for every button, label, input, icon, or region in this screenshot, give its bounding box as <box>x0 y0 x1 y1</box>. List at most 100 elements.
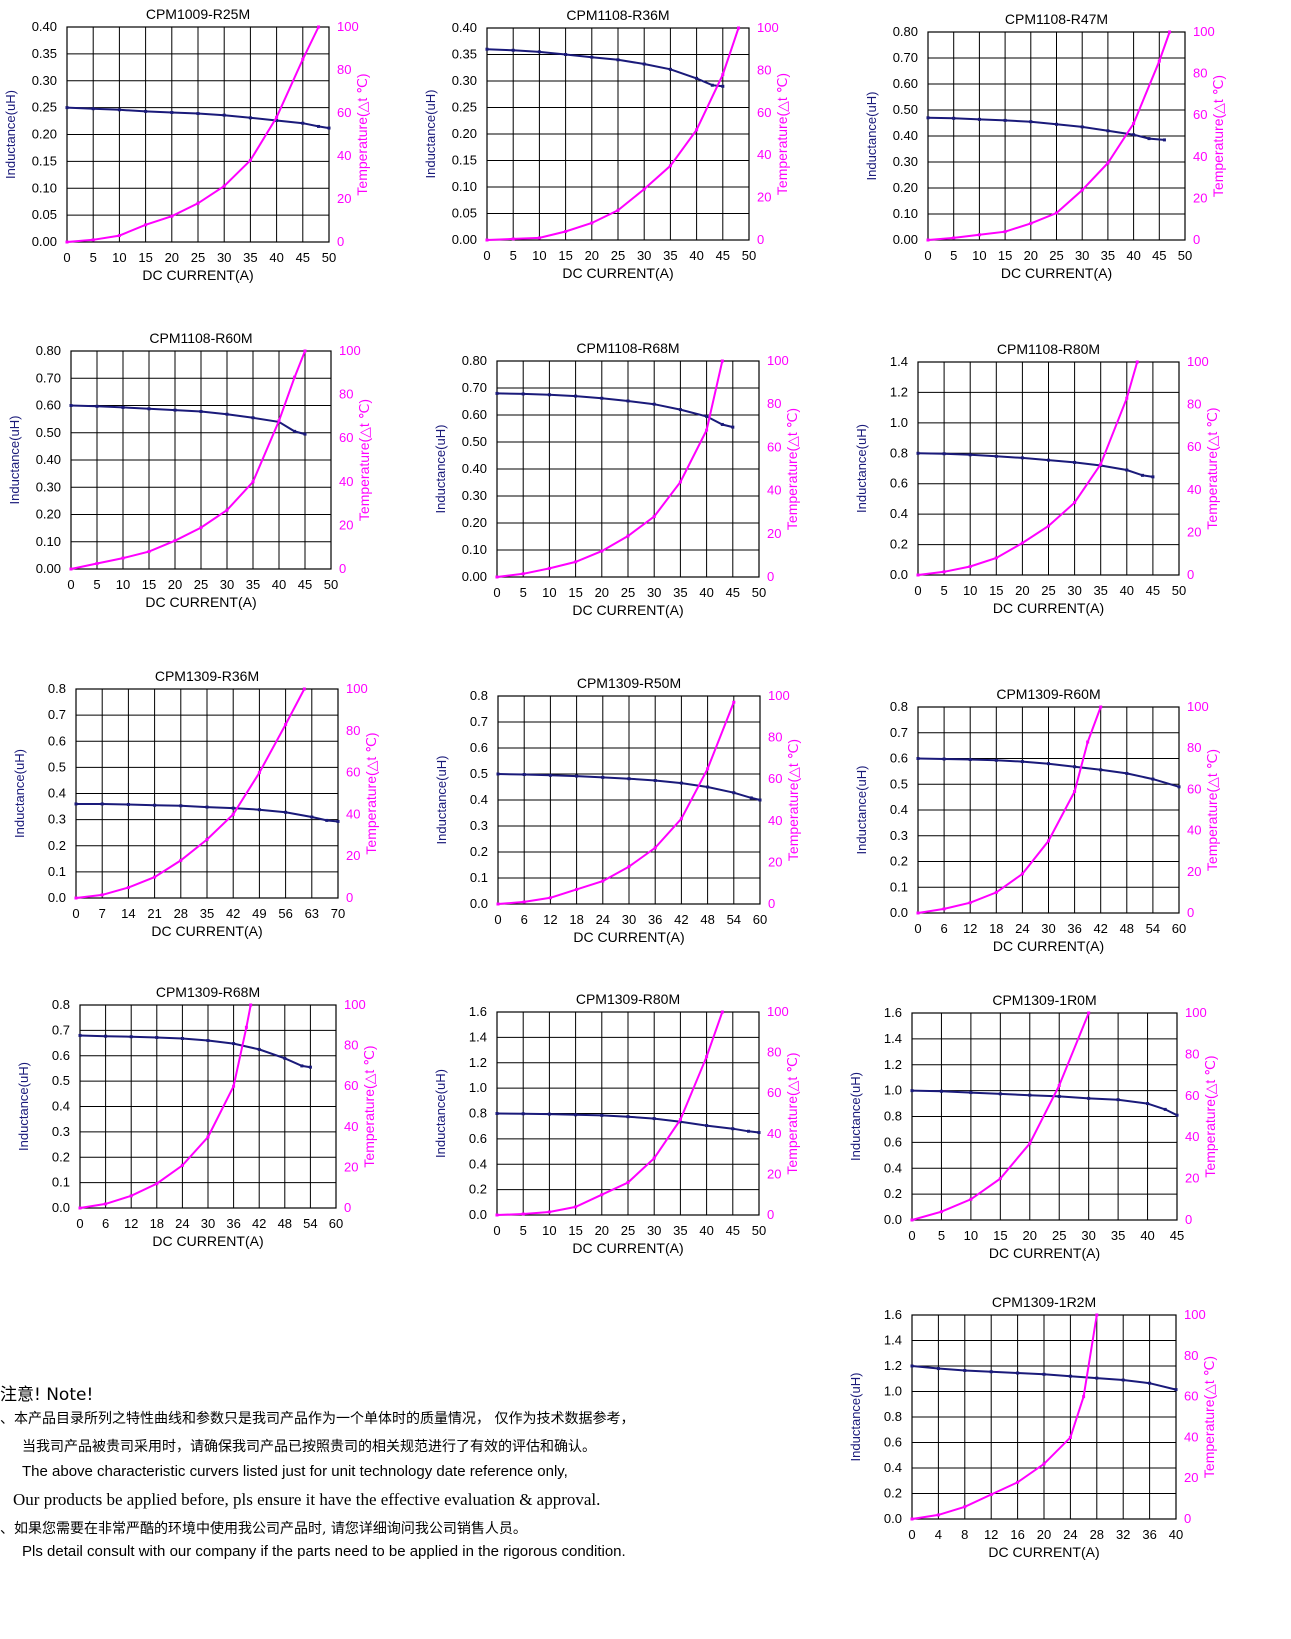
x-tick-label: 5 <box>90 250 97 265</box>
y-tick-label: 0.2 <box>890 537 908 552</box>
x-tick-label: 20 <box>1023 1228 1037 1243</box>
inductance-curve-point <box>910 1364 914 1368</box>
inductance-curve-point <box>537 50 541 54</box>
x-axis-label: DC CURRENT(A) <box>573 929 684 945</box>
y2-tick-label: 80 <box>339 387 353 402</box>
grid <box>927 31 1186 241</box>
temperature-curve-point <box>293 375 297 379</box>
y-tick-label: 0.0 <box>884 1511 902 1526</box>
y-axis-label-inductance: Inductance(uH) <box>12 749 27 838</box>
inductance-curve-point <box>1047 458 1050 462</box>
chart-title: CPM1309-R68M <box>156 984 260 1000</box>
y2-tick-label: 0 <box>1193 232 1200 247</box>
temperature-curve-point <box>1099 462 1103 466</box>
y2-tick-label: 100 <box>337 19 359 34</box>
y-tick-label: 0.80 <box>893 24 918 39</box>
inductance-curve-point <box>652 1117 656 1121</box>
inductance-curve-point <box>95 404 99 408</box>
x-tick-label: 0 <box>924 248 931 263</box>
x-tick-label: 45 <box>1152 248 1166 263</box>
y2-tick-label: 60 <box>344 1078 358 1093</box>
y2-tick-label: 60 <box>346 765 360 780</box>
inductance-curve-point <box>1147 137 1151 141</box>
y-tick-label: 0.4 <box>890 506 908 521</box>
x-tick-label: 30 <box>1081 1228 1095 1243</box>
chart-cpm1309-r80m: CPM1309-R80M 0 5 10 15 20 25 30 35 40 45 50 0.0 0.2 0.… <box>433 991 800 1256</box>
x-tick-label: 60 <box>1172 921 1186 936</box>
x-axis-label: DC CURRENT(A) <box>562 265 673 281</box>
temperature-curve-point <box>205 837 209 841</box>
plot-frame <box>70 350 332 570</box>
temperature-curve-point <box>129 1194 133 1198</box>
inductance-curve-point <box>1073 765 1077 769</box>
inductance-curve-point <box>283 1056 287 1060</box>
y-tick-label: 0.0 <box>890 567 908 582</box>
y-tick-label: 0.30 <box>893 154 918 169</box>
temperature-curve-point <box>1106 161 1110 165</box>
y-axis-label-inductance: Inductance(uH) <box>16 1062 31 1151</box>
y2-tick-label: 20 <box>1187 864 1201 879</box>
temperature-curve-point <box>95 562 99 566</box>
inductance-curve-point <box>78 1033 82 1037</box>
temperature-curve-point <box>737 26 741 30</box>
temperature-curve-point <box>968 901 972 905</box>
plot-frame <box>66 26 330 243</box>
temperature-curve-point <box>653 846 657 850</box>
temperature-curve-point <box>1080 188 1084 192</box>
temperature-curve-point <box>705 428 709 432</box>
x-tick-label: 0 <box>908 1228 915 1243</box>
y-tick-label: 1.2 <box>469 1055 487 1070</box>
y2-tick-label: 80 <box>768 730 782 745</box>
x-tick-label: 45 <box>1146 583 1160 598</box>
inductance-curve-point <box>1020 456 1024 460</box>
inductance-curve-point <box>153 803 157 807</box>
inductance-curve-point <box>1151 475 1155 479</box>
y-tick-label: 0.35 <box>452 47 477 62</box>
temperature-curve-point <box>155 1182 159 1186</box>
y2-tick-label: 0 <box>767 1207 774 1222</box>
y2-tick-label: 20 <box>346 848 360 863</box>
x-tick-label: 5 <box>510 248 517 263</box>
temperature-curve-point <box>916 911 920 915</box>
x-tick-label: 30 <box>217 250 231 265</box>
inductance-curve-point <box>600 1113 604 1117</box>
inductance-curve-point <box>916 757 920 760</box>
chart-title: CPM1309-R80M <box>576 991 680 1007</box>
temperature-curve-point <box>1086 740 1090 744</box>
x-tick-label: 0 <box>67 577 74 592</box>
temperature-curve-point <box>301 57 305 61</box>
temperature-curve-point <box>1125 396 1129 400</box>
y2-tick-label: 20 <box>1184 1470 1198 1485</box>
y-tick-label: 0.40 <box>452 20 477 35</box>
y-axis-label-temperature: Temperature(△t ℃) <box>1204 749 1220 871</box>
inductance-curve-point <box>144 109 148 113</box>
x-tick-label: 0 <box>908 1527 915 1542</box>
y2-tick-label: 80 <box>1187 740 1201 755</box>
inductance-curve-point <box>574 394 578 398</box>
inductance-curve-point <box>977 117 981 121</box>
inductance-curve-point <box>668 67 672 71</box>
temperature-curve-point <box>575 887 579 891</box>
x-tick-label: 10 <box>532 248 546 263</box>
inductance-curve-point <box>936 1367 940 1371</box>
inductance-curve-point <box>969 1091 973 1095</box>
y2-tick-label: 20 <box>1187 524 1201 539</box>
x-tick-label: 25 <box>191 250 205 265</box>
inductance-curve-point <box>100 802 104 806</box>
chart-title: CPM1309-1R0M <box>992 992 1096 1008</box>
temperature-curve-point <box>69 567 73 571</box>
x-axis-label: DC CURRENT(A) <box>152 1233 263 1249</box>
grid <box>497 695 761 905</box>
inductance-curve <box>497 773 761 801</box>
inductance-curve-point <box>205 805 209 809</box>
temperature-curve-point <box>249 1003 253 1007</box>
y-tick-label: 0.6 <box>469 1131 487 1146</box>
x-tick-label: 12 <box>124 1216 138 1231</box>
y-tick-label: 0.40 <box>32 19 57 34</box>
temperature-curve-point <box>1087 1011 1091 1015</box>
note-line-3-en: The above characteristic curvers listed … <box>22 1463 568 1480</box>
y-tick-label: 0.5 <box>470 766 488 781</box>
temperature-curve-point <box>720 1010 724 1014</box>
y-tick-label: 0.00 <box>32 234 57 249</box>
temperature-curve-point <box>91 238 95 242</box>
